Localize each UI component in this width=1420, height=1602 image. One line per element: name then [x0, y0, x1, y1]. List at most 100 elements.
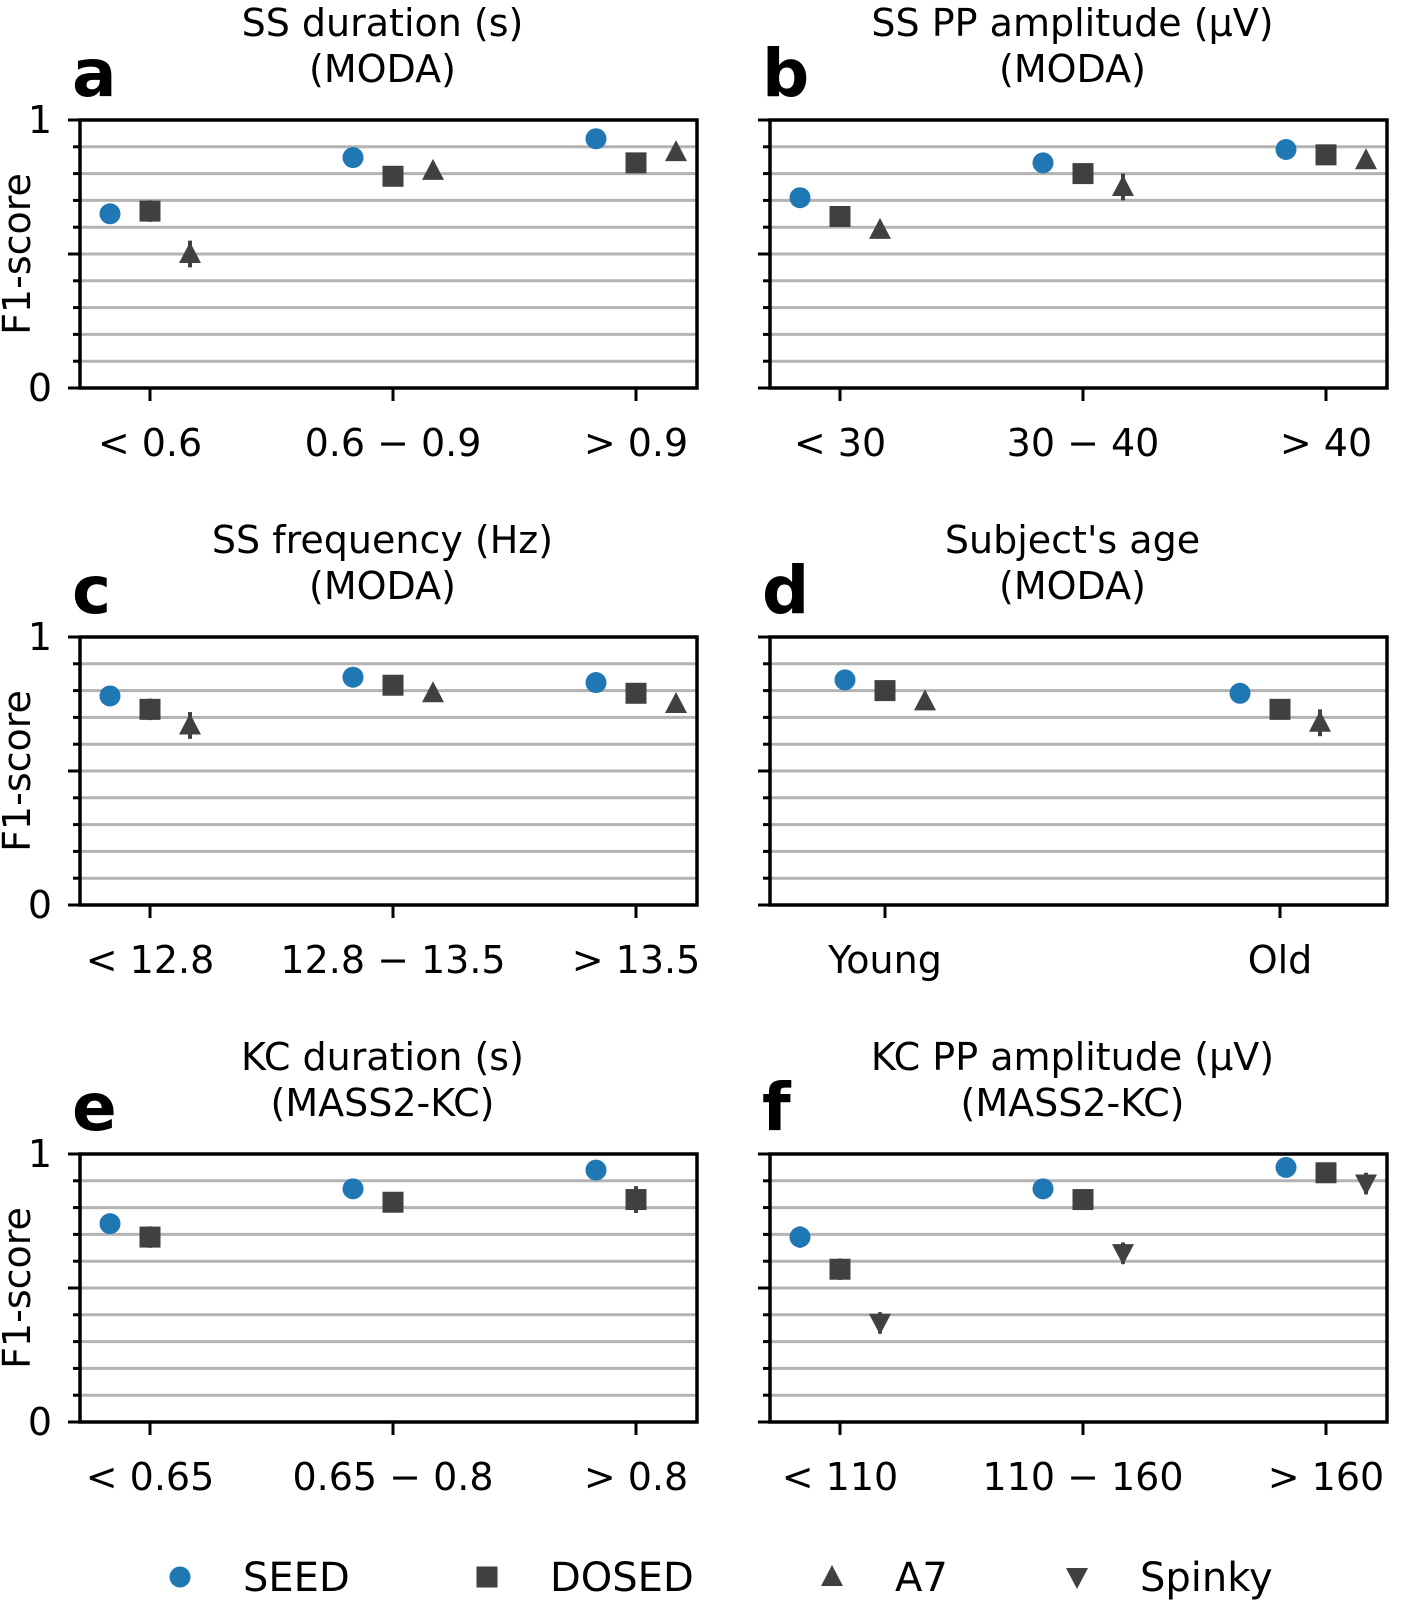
y-tick-label-1: 1	[28, 615, 52, 659]
legend-label: DOSED	[550, 1555, 694, 1601]
x-tick-label: < 12.8	[86, 938, 215, 982]
legend-marker-seed	[169, 1566, 191, 1588]
panel-title-line1: Subject's age	[945, 518, 1200, 562]
point-dosed	[625, 1189, 647, 1211]
panel-title-line1: SS duration (s)	[242, 1, 524, 45]
point-dosed	[829, 1258, 851, 1280]
panel-letter: b	[762, 35, 809, 112]
x-tick-label: 12.8 − 13.5	[280, 938, 505, 982]
point-a7	[665, 692, 687, 713]
y-tick-label-1: 1	[28, 98, 52, 142]
point-seed	[789, 1226, 811, 1248]
y-tick-label-1: 1	[28, 1132, 52, 1176]
panel-title-line2: (MODA)	[309, 47, 456, 91]
point-dosed	[382, 674, 404, 696]
point-spinky	[869, 1313, 891, 1335]
panel-title-line2: (MODA)	[309, 564, 456, 608]
point-seed	[342, 666, 364, 688]
point-a7	[179, 713, 201, 735]
panel-letter: f	[762, 1069, 792, 1146]
point-dosed	[1072, 163, 1094, 185]
point-seed	[1032, 1178, 1054, 1200]
panel-title-line1: KC PP amplitude (μV)	[871, 1035, 1274, 1079]
point-spinky	[1355, 1174, 1377, 1196]
x-tick-label: > 160	[1268, 1455, 1384, 1499]
point-seed	[1275, 138, 1297, 160]
panel-a: SS duration (s)(MODA) a 0 1 F1-score < 0.6 0.6…	[0, 1, 699, 465]
point-seed	[1229, 682, 1251, 704]
point-spinky	[1112, 1244, 1134, 1266]
y-axis-label: F1-score	[0, 690, 39, 852]
x-tick-label: < 0.6	[98, 421, 202, 465]
panel-letter: e	[72, 1069, 117, 1146]
x-tick-label: < 30	[794, 421, 886, 465]
y-axis-label: F1-score	[0, 173, 39, 335]
legend-item-seed: SEED	[169, 1555, 350, 1601]
x-tick-label: > 13.5	[572, 938, 701, 982]
point-a7	[422, 681, 444, 703]
point-dosed	[874, 680, 896, 702]
point-seed	[1032, 152, 1054, 174]
axes-frame	[78, 118, 699, 390]
panel-d: Subject's age(MODA) d Young Old	[758, 518, 1389, 982]
point-a7	[914, 689, 936, 711]
panel-title-line2: (MASS2-KC)	[271, 1081, 495, 1125]
legend-item-spinky: Spinky	[1066, 1555, 1273, 1601]
legend-marker-a7	[821, 1565, 843, 1586]
legend-item-a7: A7	[821, 1555, 948, 1601]
point-seed	[585, 672, 607, 694]
panel-title-line1: KC duration (s)	[241, 1035, 524, 1079]
point-seed	[342, 1178, 364, 1200]
x-tick-label: > 40	[1280, 421, 1372, 465]
y-tick-label-0: 0	[28, 883, 52, 927]
panel-title-line2: (MODA)	[999, 564, 1146, 608]
axes-frame	[768, 635, 1389, 907]
panel-title-line1: SS frequency (Hz)	[212, 518, 553, 562]
point-dosed	[382, 1191, 404, 1213]
legend-label: A7	[895, 1555, 948, 1601]
panel-letter: d	[762, 552, 809, 629]
panel-title-line2: (MASS2-KC)	[961, 1081, 1185, 1125]
x-tick-label: Old	[1248, 938, 1313, 982]
legend-label: Spinky	[1140, 1555, 1273, 1601]
legend-marker-spinky	[1066, 1568, 1088, 1589]
point-dosed	[139, 698, 161, 720]
point-dosed	[382, 165, 404, 187]
x-tick-label: 0.6 − 0.9	[305, 421, 482, 465]
axes-frame	[78, 635, 699, 907]
x-tick-label: Young	[827, 938, 942, 982]
point-seed	[585, 128, 607, 150]
point-dosed	[829, 205, 851, 227]
x-tick-label: 30 − 40	[1007, 421, 1160, 465]
point-a7	[1112, 175, 1134, 196]
point-seed	[1275, 1156, 1297, 1178]
x-tick-label: > 0.8	[584, 1455, 688, 1499]
panel-title-line2: (MODA)	[999, 47, 1146, 91]
point-a7	[869, 217, 891, 239]
panel-c: SS frequency (Hz)(MODA) c 0 1 F1-score < 12.8…	[0, 518, 700, 982]
point-a7	[665, 140, 687, 162]
panel-title-line1: SS PP amplitude (μV)	[871, 1, 1273, 45]
x-tick-label: < 0.65	[86, 1455, 215, 1499]
axes-frame	[78, 1152, 699, 1424]
point-dosed	[1315, 1162, 1337, 1184]
point-a7	[422, 158, 444, 180]
point-seed	[585, 1159, 607, 1181]
panel-e: KC duration (s)(MASS2-KC) e 0 1 F1-score < 0.…	[0, 1035, 699, 1499]
point-a7	[179, 242, 201, 263]
point-dosed	[625, 682, 647, 704]
y-tick-label-0: 0	[28, 366, 52, 410]
point-seed	[789, 187, 811, 209]
panel-letter: a	[72, 35, 117, 112]
point-seed	[342, 147, 364, 169]
point-dosed	[139, 1226, 161, 1248]
point-a7	[1309, 710, 1331, 732]
panel-b: SS PP amplitude (μV)(MODA) b < 30 30 − 40 > …	[758, 1, 1389, 465]
panel-f: KC PP amplitude (μV)(MASS2-KC) f < 110 110 …	[758, 1035, 1389, 1499]
legend: SEED DOSED A7 Spinky	[169, 1555, 1273, 1601]
x-tick-label: 0.65 − 0.8	[292, 1455, 493, 1499]
legend-marker-dosed	[476, 1566, 498, 1588]
axes-frame	[768, 1152, 1389, 1424]
x-tick-label: > 0.9	[584, 421, 688, 465]
